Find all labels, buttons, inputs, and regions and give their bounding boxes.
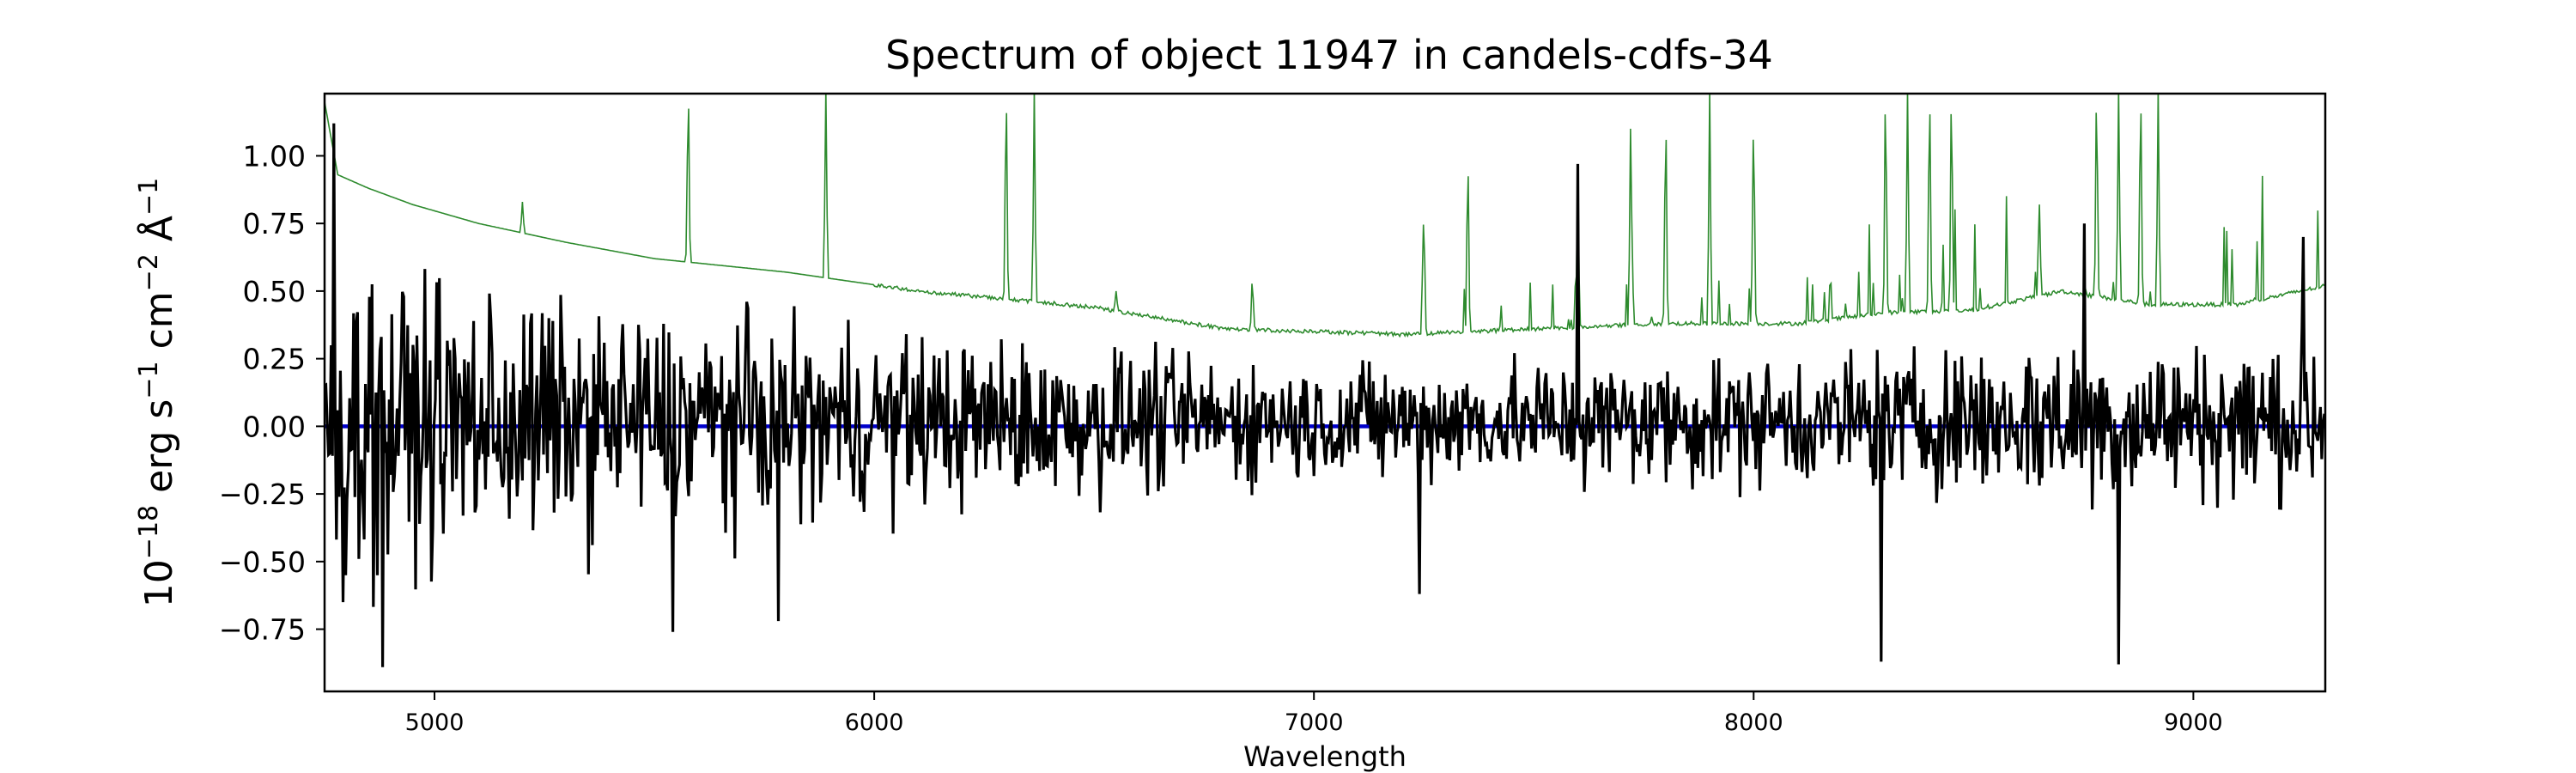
x-tick-label: 9000 xyxy=(2164,709,2223,736)
flux-spectrum-line xyxy=(325,123,2325,667)
x-tick-label: 5000 xyxy=(405,709,465,736)
plot-frame xyxy=(323,92,2327,693)
error-spectrum-line xyxy=(325,94,2325,338)
y-axis-ticks: −0.75 −0.50 −0.25 0.00 0.25 0.50 0.75 1.00 xyxy=(219,139,325,647)
x-axis-ticks: 5000 6000 7000 8000 9000 xyxy=(405,691,2223,736)
ylabel-part: 10 xyxy=(137,559,181,607)
x-tick-label: 8000 xyxy=(1724,709,1783,736)
x-tick-label: 6000 xyxy=(845,709,904,736)
y-tick-label: −0.75 xyxy=(219,613,306,647)
ylabel-part: −18 xyxy=(134,505,164,559)
y-tick-label: 0.75 xyxy=(243,207,306,240)
ylabel-part: −2 xyxy=(134,253,164,291)
x-tick-label: 7000 xyxy=(1285,709,1344,736)
x-axis-label: Wavelength xyxy=(1243,740,1406,773)
ylabel-part: −1 xyxy=(134,361,164,399)
ylabel-part: erg s xyxy=(137,399,181,505)
y-axis-label: 10−18 erg s−1 cm−2 Å−1 xyxy=(134,178,182,607)
chart-title: Spectrum of object 11947 in candels-cdfs… xyxy=(885,32,1773,78)
ylabel-part: Å xyxy=(136,216,181,253)
y-tick-label: 0.25 xyxy=(243,343,306,376)
plot-area xyxy=(323,92,2327,693)
ylabel-part: cm xyxy=(137,291,181,361)
y-tick-label: −0.25 xyxy=(219,478,306,511)
y-tick-label: 1.00 xyxy=(243,139,306,173)
y-tick-label: −0.50 xyxy=(219,545,306,579)
y-tick-label: 0.00 xyxy=(243,410,306,443)
y-tick-label: 0.50 xyxy=(243,275,306,308)
ylabel-part: −1 xyxy=(134,178,164,216)
